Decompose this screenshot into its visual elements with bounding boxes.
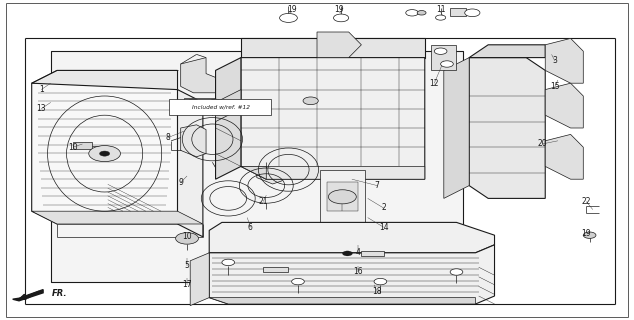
Text: 22: 22 xyxy=(582,197,591,206)
Text: 8: 8 xyxy=(165,133,171,142)
Polygon shape xyxy=(320,170,365,224)
Polygon shape xyxy=(241,166,425,179)
Circle shape xyxy=(374,278,387,285)
Text: 19: 19 xyxy=(287,5,297,14)
Polygon shape xyxy=(257,155,282,184)
Polygon shape xyxy=(327,182,358,211)
Text: 15: 15 xyxy=(550,82,560,91)
Text: Included w/ref. #12: Included w/ref. #12 xyxy=(191,104,250,109)
Circle shape xyxy=(342,251,353,256)
Circle shape xyxy=(209,99,222,106)
Text: 10: 10 xyxy=(68,143,78,152)
Text: 13: 13 xyxy=(36,104,46,113)
Text: 12: 12 xyxy=(430,79,439,88)
Polygon shape xyxy=(444,58,469,198)
Polygon shape xyxy=(181,58,222,93)
Polygon shape xyxy=(545,38,583,83)
Circle shape xyxy=(303,97,318,105)
Text: 5: 5 xyxy=(184,261,190,270)
Polygon shape xyxy=(431,45,456,70)
Circle shape xyxy=(406,10,418,16)
Circle shape xyxy=(333,14,349,22)
Circle shape xyxy=(436,15,446,20)
Text: 7: 7 xyxy=(375,181,380,190)
Circle shape xyxy=(100,151,110,156)
Polygon shape xyxy=(19,291,39,299)
Text: FR.: FR. xyxy=(52,289,67,298)
Circle shape xyxy=(222,259,235,266)
Text: 21: 21 xyxy=(259,197,268,206)
Text: 3: 3 xyxy=(552,56,557,65)
Text: 17: 17 xyxy=(182,280,192,289)
Polygon shape xyxy=(216,58,241,179)
Circle shape xyxy=(89,146,120,162)
Text: 9: 9 xyxy=(178,178,183,187)
Polygon shape xyxy=(13,290,43,301)
Polygon shape xyxy=(263,267,288,272)
Circle shape xyxy=(441,61,453,67)
Polygon shape xyxy=(545,134,583,179)
Polygon shape xyxy=(241,166,266,179)
Circle shape xyxy=(450,269,463,275)
Polygon shape xyxy=(317,32,361,58)
Circle shape xyxy=(187,99,200,106)
Polygon shape xyxy=(450,8,466,16)
Polygon shape xyxy=(241,58,425,179)
Polygon shape xyxy=(469,58,545,198)
Text: 20: 20 xyxy=(537,140,547,148)
Polygon shape xyxy=(73,142,92,149)
Circle shape xyxy=(292,278,304,285)
Polygon shape xyxy=(184,98,225,107)
Polygon shape xyxy=(51,51,463,282)
Text: 19: 19 xyxy=(581,229,592,238)
Text: 18: 18 xyxy=(373,287,382,296)
Text: 4: 4 xyxy=(356,248,361,257)
Polygon shape xyxy=(469,45,545,58)
Polygon shape xyxy=(32,70,178,90)
Polygon shape xyxy=(190,253,209,306)
Text: 2: 2 xyxy=(381,204,386,212)
Text: 19: 19 xyxy=(334,5,344,14)
Circle shape xyxy=(583,232,596,238)
Text: 1: 1 xyxy=(39,85,44,94)
Circle shape xyxy=(434,48,447,54)
Polygon shape xyxy=(178,90,203,237)
Polygon shape xyxy=(181,125,206,157)
FancyBboxPatch shape xyxy=(169,99,271,115)
Text: 6: 6 xyxy=(248,223,253,232)
Circle shape xyxy=(417,11,426,15)
Circle shape xyxy=(280,13,297,22)
Circle shape xyxy=(176,233,198,244)
Polygon shape xyxy=(32,77,178,224)
Text: 14: 14 xyxy=(378,223,389,232)
Polygon shape xyxy=(209,222,495,253)
Text: 10: 10 xyxy=(182,232,192,241)
Text: 16: 16 xyxy=(353,268,363,276)
Circle shape xyxy=(328,190,356,204)
Polygon shape xyxy=(361,251,384,256)
Polygon shape xyxy=(32,211,203,224)
Text: 11: 11 xyxy=(436,5,445,14)
Polygon shape xyxy=(216,90,241,122)
Polygon shape xyxy=(209,298,476,304)
Circle shape xyxy=(465,9,480,17)
Polygon shape xyxy=(241,38,425,58)
Polygon shape xyxy=(209,245,495,304)
Polygon shape xyxy=(545,83,583,128)
